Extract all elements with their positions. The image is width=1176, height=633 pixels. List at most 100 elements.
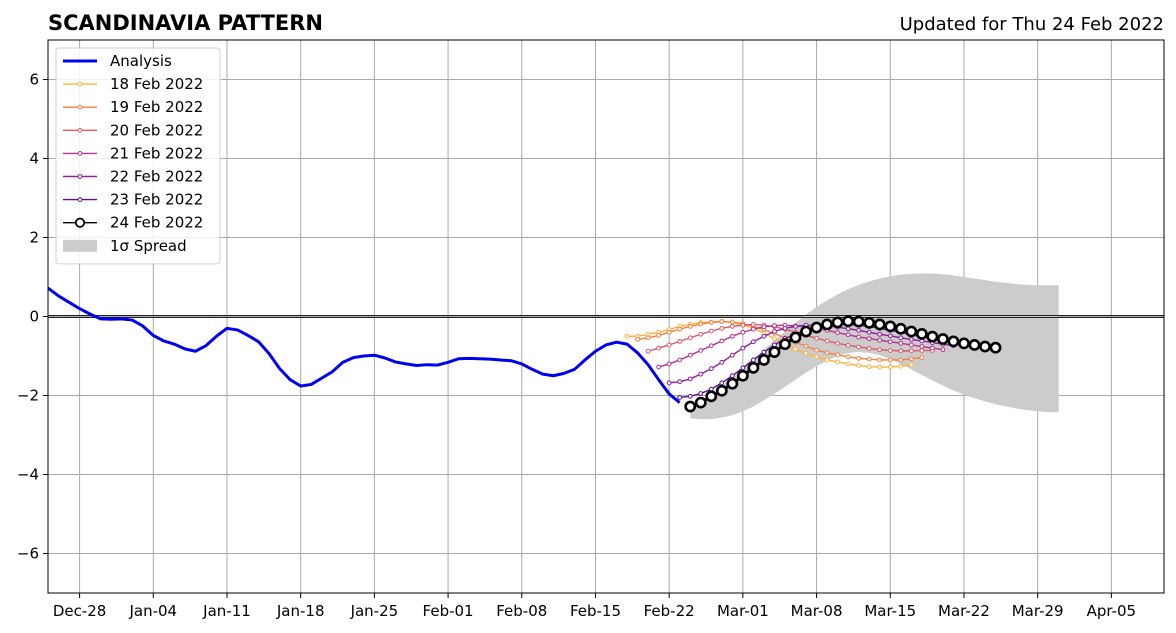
y-tick-label: 0 xyxy=(29,308,39,326)
series-point-22-feb-2022 xyxy=(740,345,746,351)
series-point-24-feb-2022 xyxy=(873,318,886,331)
series-point-18-feb-2022 xyxy=(824,357,830,363)
series-group xyxy=(48,286,1002,413)
series-point-24-feb-2022 xyxy=(705,390,718,403)
series-point-22-feb-2022 xyxy=(750,339,756,345)
legend-marker-24-feb-2022 xyxy=(74,217,86,228)
series-point-20-feb-2022 xyxy=(898,348,904,354)
series-point-20-feb-2022 xyxy=(729,323,735,329)
series-point-21-feb-2022 xyxy=(740,329,746,335)
series-point-20-feb-2022 xyxy=(887,348,893,353)
series-point-22-feb-2022 xyxy=(698,371,704,377)
series-point-24-feb-2022 xyxy=(810,321,823,334)
legend-label: 20 Feb 2022 xyxy=(110,121,203,139)
series-point-22-feb-2022 xyxy=(719,359,725,365)
series-point-24-feb-2022 xyxy=(800,325,812,338)
series-point-24-feb-2022 xyxy=(842,315,855,328)
series-point-19-feb-2022 xyxy=(635,337,640,342)
series-point-21-feb-2022 xyxy=(772,323,777,328)
series-point-20-feb-2022 xyxy=(708,328,714,334)
series-point-19-feb-2022 xyxy=(814,347,819,353)
series-point-18-feb-2022 xyxy=(624,333,630,339)
series-point-24-feb-2022 xyxy=(694,396,707,409)
legend-label: 22 Feb 2022 xyxy=(110,168,203,186)
legend-marker-21-feb-2022 xyxy=(77,151,83,156)
chart-subtitle: Updated for Thu 24 Feb 2022 xyxy=(900,14,1164,35)
series-line-analysis xyxy=(48,286,681,404)
series-point-19-feb-2022 xyxy=(908,356,914,362)
legend-label: Analysis xyxy=(110,52,172,70)
x-tick-label: Apr-05 xyxy=(1087,602,1137,620)
series-point-22-feb-2022 xyxy=(666,380,672,386)
series-point-18-feb-2022 xyxy=(887,364,893,370)
series-point-22-feb-2022 xyxy=(793,323,798,329)
series-point-24-feb-2022 xyxy=(768,346,781,358)
series-point-20-feb-2022 xyxy=(677,338,683,344)
legend-marker-23-feb-2022 xyxy=(77,197,83,203)
series-point-19-feb-2022 xyxy=(656,333,662,338)
spread-band xyxy=(690,273,1059,420)
series-point-19-feb-2022 xyxy=(645,335,651,341)
series-point-20-feb-2022 xyxy=(856,344,862,350)
series-point-21-feb-2022 xyxy=(919,344,925,349)
series-point-21-feb-2022 xyxy=(677,357,683,363)
x-tick-label: Mar-01 xyxy=(717,602,769,620)
x-tick-label: Jan-11 xyxy=(202,602,251,620)
series-point-24-feb-2022 xyxy=(958,337,970,350)
series-point-20-feb-2022 xyxy=(835,340,841,346)
series-point-20-feb-2022 xyxy=(908,348,914,354)
series-point-19-feb-2022 xyxy=(845,354,851,360)
series-point-20-feb-2022 xyxy=(698,331,704,337)
series-point-20-feb-2022 xyxy=(666,342,672,348)
legend-label: 23 Feb 2022 xyxy=(110,191,203,209)
y-tick-label: −6 xyxy=(17,545,39,563)
series-point-20-feb-2022 xyxy=(645,348,651,354)
x-tick-label: Jan-18 xyxy=(276,602,325,620)
series-point-19-feb-2022 xyxy=(866,356,872,362)
series-point-22-feb-2022 xyxy=(687,376,693,382)
series-point-20-feb-2022 xyxy=(824,338,830,344)
series-point-20-feb-2022 xyxy=(740,322,746,328)
series-point-24-feb-2022 xyxy=(989,341,1002,354)
x-tick-label: Jan-25 xyxy=(350,602,399,620)
series-point-24-feb-2022 xyxy=(905,325,918,338)
series-clip-group xyxy=(48,286,1002,413)
series-point-22-feb-2022 xyxy=(856,327,862,333)
series-line-20-feb-2022 xyxy=(647,323,933,352)
series-point-22-feb-2022 xyxy=(729,352,735,358)
y-tick-label: −2 xyxy=(17,387,39,405)
series-point-23-feb-2022 xyxy=(740,365,746,371)
series-point-21-feb-2022 xyxy=(908,342,914,348)
legend-label: 19 Feb 2022 xyxy=(110,98,203,116)
x-tick-label: Feb-22 xyxy=(644,602,695,620)
x-tick-label: Feb-15 xyxy=(570,602,621,620)
series-point-19-feb-2022 xyxy=(898,357,904,363)
x-tick-label: Mar-22 xyxy=(938,602,990,620)
series-point-20-feb-2022 xyxy=(656,345,662,351)
series-point-24-feb-2022 xyxy=(779,338,791,351)
series-point-19-feb-2022 xyxy=(677,326,683,332)
series-point-24-feb-2022 xyxy=(736,369,749,382)
series-point-21-feb-2022 xyxy=(845,332,851,338)
series-point-21-feb-2022 xyxy=(929,345,935,351)
series-point-21-feb-2022 xyxy=(729,333,735,339)
series-point-24-feb-2022 xyxy=(863,316,876,329)
series-point-18-feb-2022 xyxy=(908,362,914,368)
series-point-24-feb-2022 xyxy=(968,339,981,351)
legend: Analysis 18 Feb 2022 19 Feb 2022 20 Feb 202… xyxy=(55,47,221,265)
series-point-18-feb-2022 xyxy=(877,364,883,370)
series-point-24-feb-2022 xyxy=(915,327,928,340)
series-point-21-feb-2022 xyxy=(708,343,714,349)
series-point-18-feb-2022 xyxy=(845,361,851,367)
series-point-19-feb-2022 xyxy=(824,350,830,356)
series-point-24-feb-2022 xyxy=(715,384,728,397)
x-tick-label: Mar-15 xyxy=(864,602,916,620)
series-point-20-feb-2022 xyxy=(750,322,756,327)
legend-label: 21 Feb 2022 xyxy=(110,144,203,162)
series-point-21-feb-2022 xyxy=(750,326,756,332)
series-point-24-feb-2022 xyxy=(684,400,697,413)
series-point-23-feb-2022 xyxy=(761,349,767,355)
series-point-22-feb-2022 xyxy=(877,331,883,337)
series-point-21-feb-2022 xyxy=(856,334,862,340)
